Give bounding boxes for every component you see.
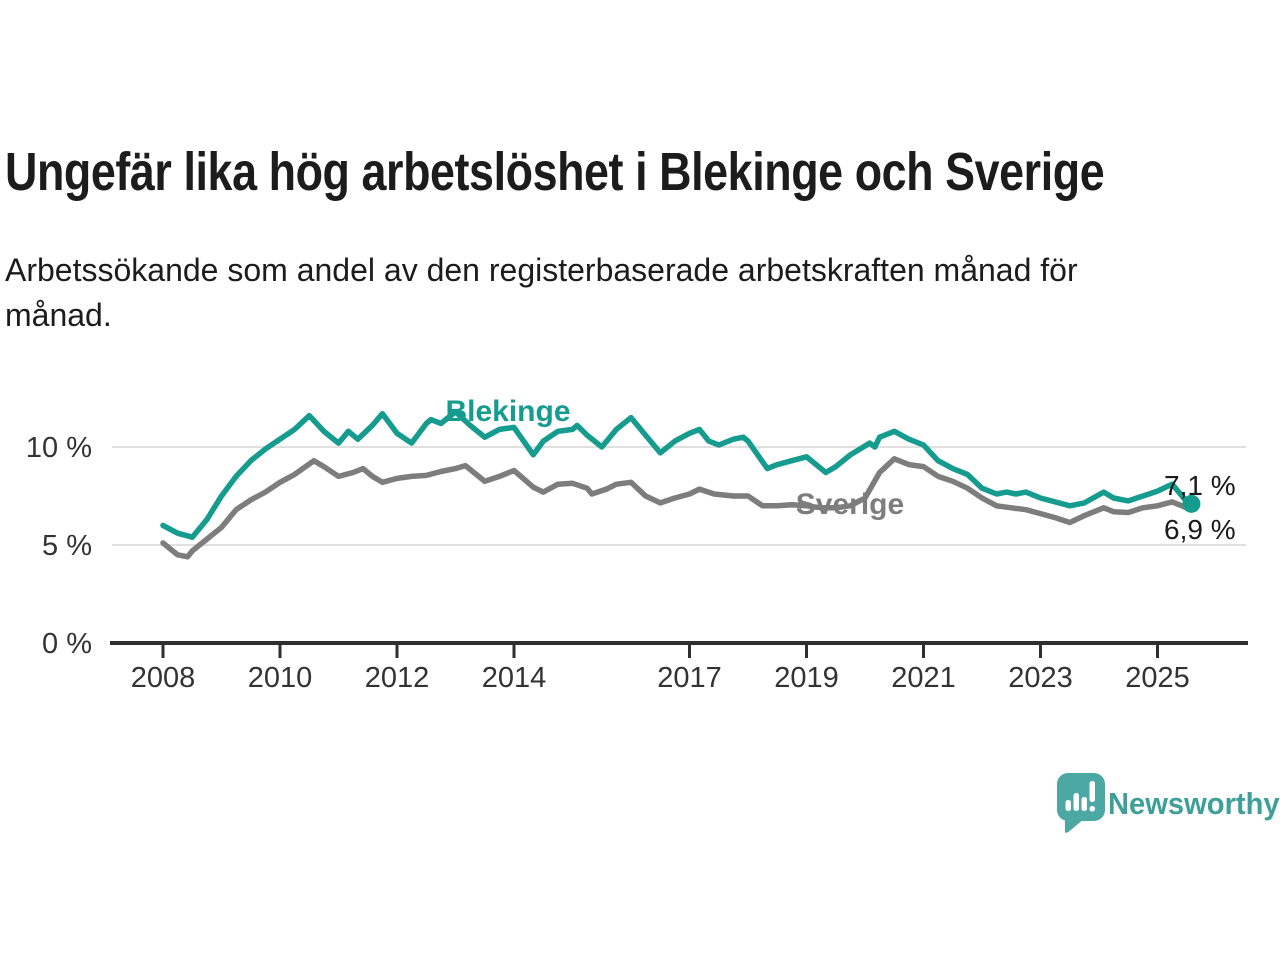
end-value-label-sverige: 6,9 % (1164, 514, 1236, 545)
x-tick-label: 2017 (657, 662, 722, 694)
series-label-sverige: Sverige (796, 488, 904, 521)
x-tick-label: 2010 (248, 662, 313, 694)
series-line-sverige (160, 456, 1195, 560)
y-tick-label: 10 % (26, 432, 92, 464)
chart-subtitle: Arbetssökande som andel av den registerb… (5, 252, 1078, 334)
x-tick-label: 2008 (131, 662, 196, 694)
x-tick-label: 2025 (1125, 662, 1190, 694)
page-title: Ungefär lika hög arbetslöshet i Blekinge… (5, 142, 1105, 202)
y-tick-label: 5 % (42, 530, 92, 562)
series-line-blekinge (160, 408, 1195, 540)
x-tick-label: 2021 (891, 662, 956, 694)
series-label-blekinge: Blekinge (445, 395, 570, 428)
series-end-dot-blekinge (1182, 494, 1201, 513)
x-tick-label: 2012 (365, 662, 430, 694)
x-tick-label: 2023 (1008, 662, 1073, 694)
x-tick-label: 2014 (482, 662, 547, 694)
x-tick-label: 2019 (774, 662, 839, 694)
end-value-label-blekinge: 7,1 % (1164, 470, 1236, 501)
y-tick-label: 0 % (42, 628, 92, 660)
